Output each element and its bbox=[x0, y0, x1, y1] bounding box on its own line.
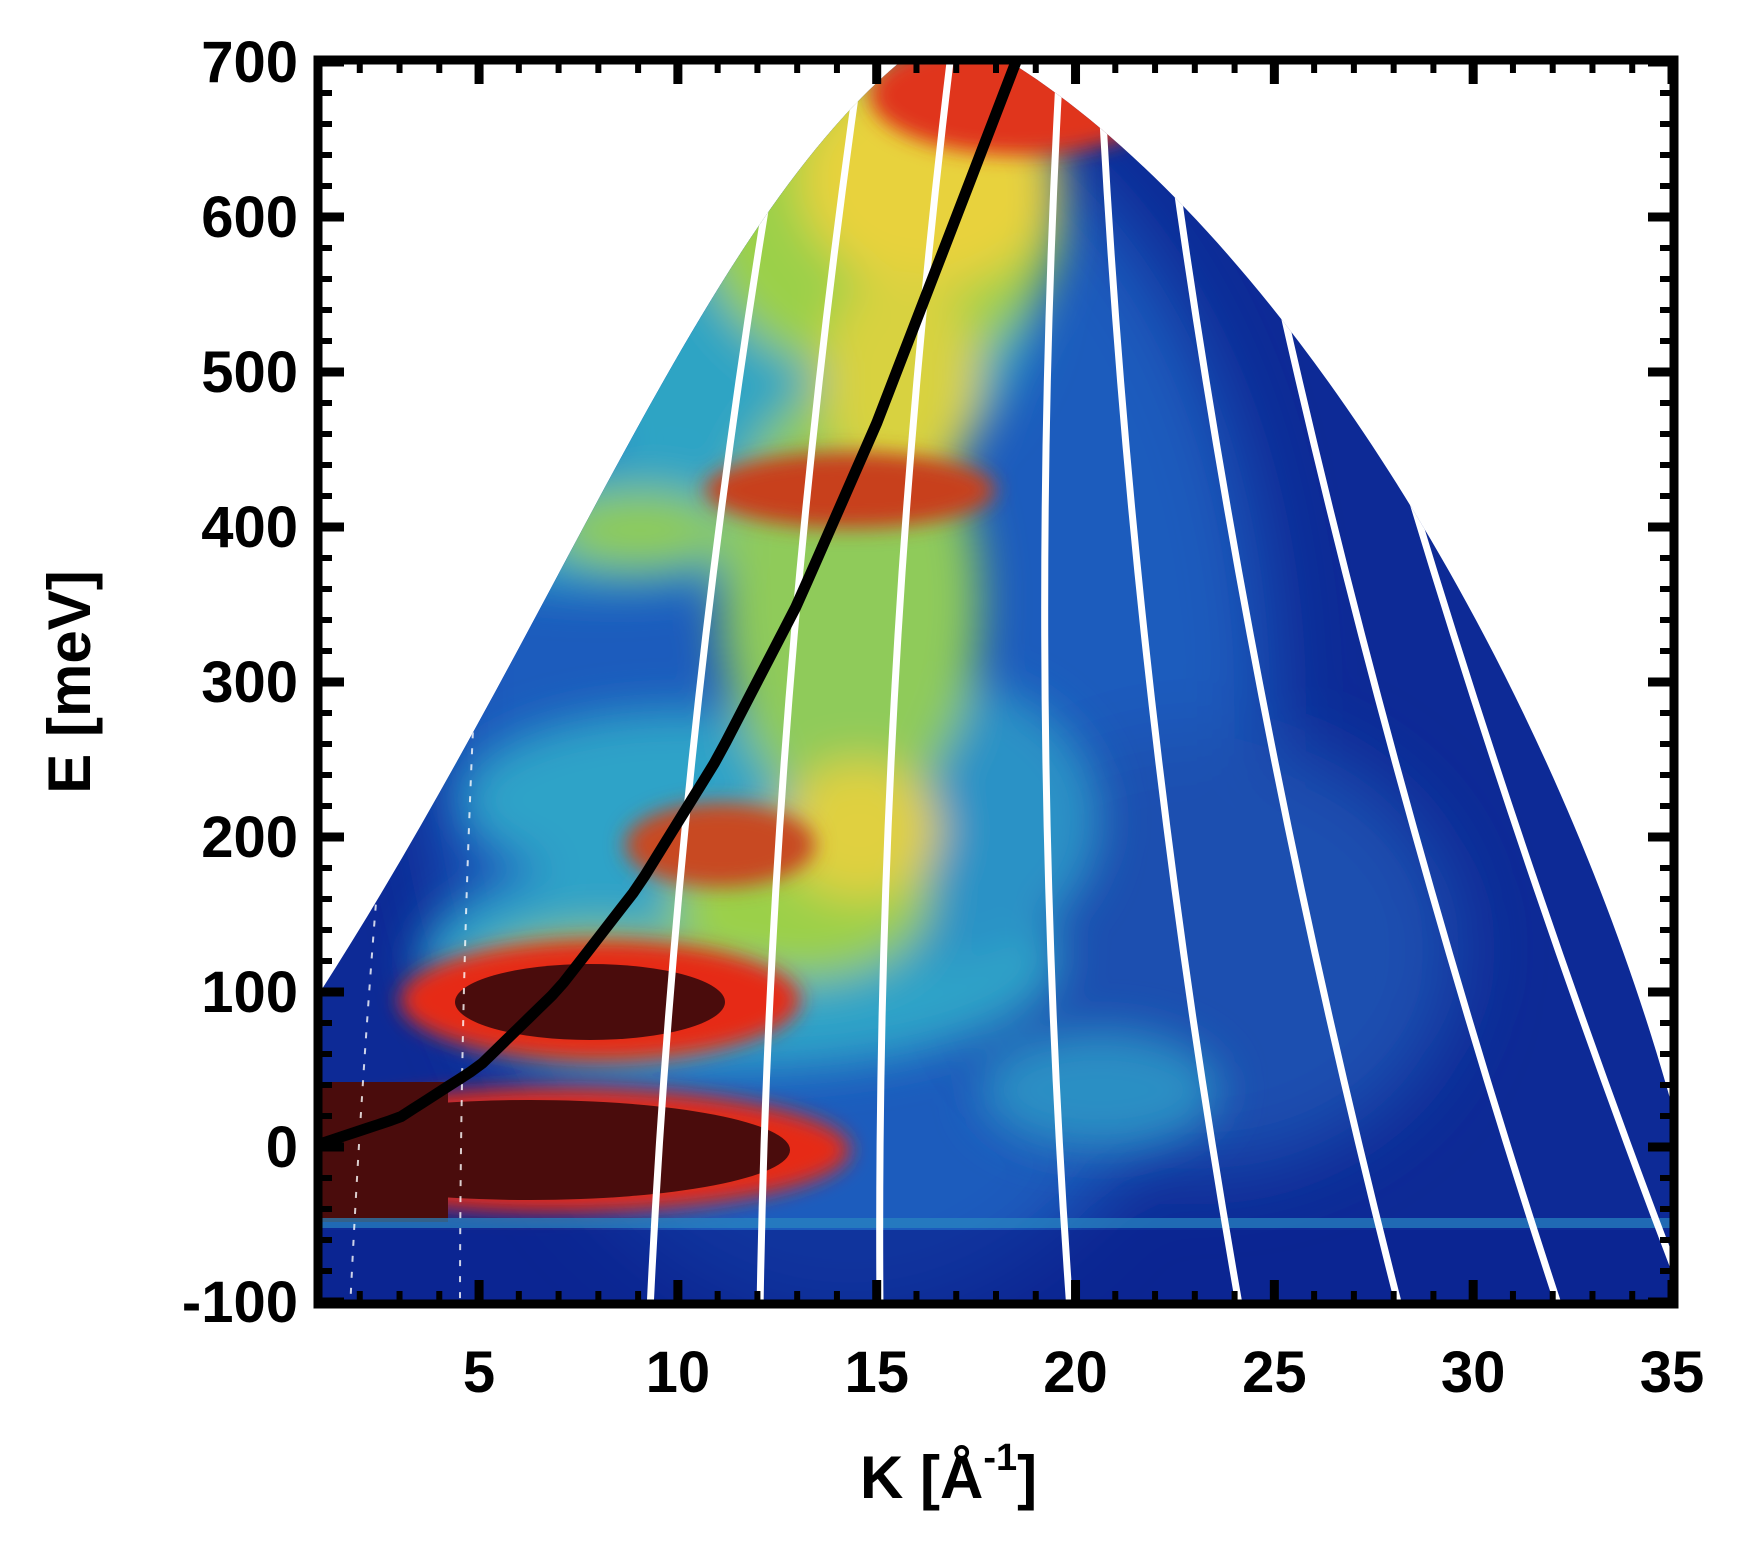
heatmap bbox=[320, 62, 1672, 1302]
y-tick-label: 500 bbox=[201, 340, 298, 405]
x-axis: 5 10 15 20 25 30 35 bbox=[356, 62, 1705, 1405]
recoil-curve bbox=[320, 62, 1022, 1150]
y-tick-label: 300 bbox=[201, 650, 298, 715]
detector-line-3 bbox=[876, 62, 954, 1302]
y-axis: -100 0 100 200 300 400 500 600 700 bbox=[182, 30, 1672, 1335]
x-tick-label: 10 bbox=[646, 1340, 711, 1405]
y-tick-label: 100 bbox=[201, 960, 298, 1025]
detector-line-5 bbox=[1096, 62, 1244, 1302]
peak-100-core bbox=[455, 964, 725, 1040]
x-tick-label: 5 bbox=[463, 1340, 495, 1405]
y-tick-label: 0 bbox=[266, 1115, 298, 1180]
x-tick-label: 15 bbox=[844, 1340, 909, 1405]
x-axis-label: K [Å-1] bbox=[860, 1437, 1037, 1511]
detector-line-1 bbox=[646, 62, 794, 1302]
y-tick-label: 400 bbox=[201, 495, 298, 560]
detector-line-6 bbox=[1156, 62, 1404, 1302]
x-axis-label-main: K [Å bbox=[860, 1444, 983, 1511]
x-tick-label: 35 bbox=[1640, 1340, 1705, 1405]
detector-line-4 bbox=[1041, 62, 1074, 1302]
y-axis-label: E [meV] bbox=[36, 570, 103, 793]
y-tick-label: 600 bbox=[201, 185, 298, 250]
x-tick-label: 30 bbox=[1441, 1340, 1506, 1405]
y-tick-label: 700 bbox=[201, 30, 298, 95]
detector-line-2 bbox=[756, 62, 864, 1302]
x-tick-label: 20 bbox=[1043, 1340, 1108, 1405]
plot-frame bbox=[313, 55, 1679, 1309]
x-axis-label-superscript: -1 bbox=[983, 1437, 1017, 1479]
peak-200 bbox=[625, 803, 815, 887]
y-tick-label: -100 bbox=[182, 1270, 298, 1335]
peak-top bbox=[870, 62, 1170, 155]
x-axis-label-suffix: ] bbox=[1017, 1444, 1037, 1511]
x-tick-label: 25 bbox=[1242, 1340, 1307, 1405]
y-tick-label: 200 bbox=[201, 805, 298, 870]
